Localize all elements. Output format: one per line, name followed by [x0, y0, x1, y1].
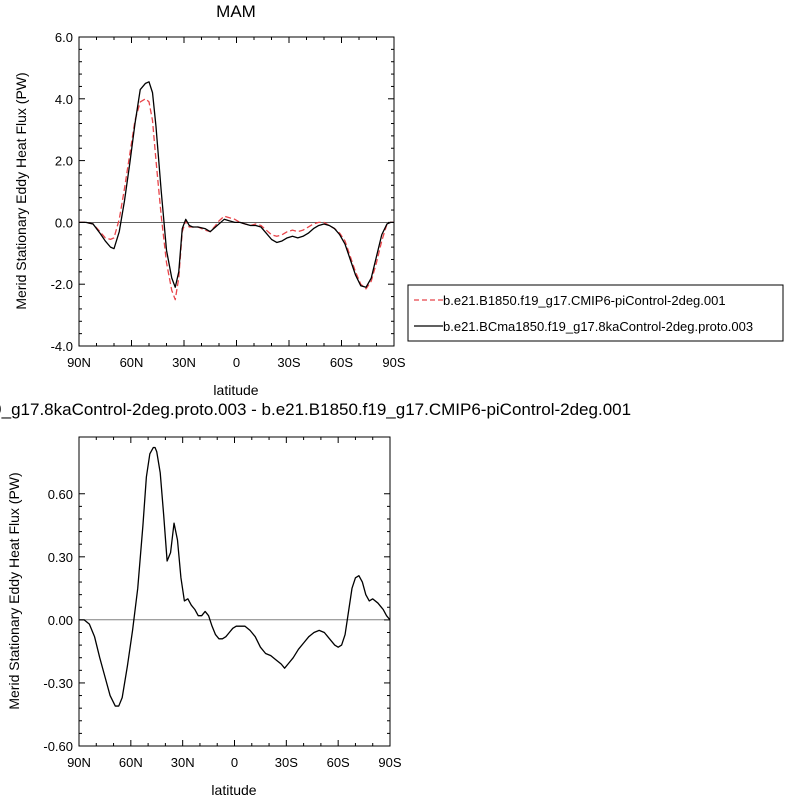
chart-panel-mam: MAM 6.0 4.0 2.0 0.0 -2.0 -4.0 90N 60N 30N 0 30S 60… [13, 2, 406, 398]
y-axis-label: Merid Stationary Eddy Heat Flux (PW) [13, 72, 29, 309]
y-tick-label: 0.60 [48, 487, 73, 502]
series-line-1 [79, 81, 394, 288]
y-tick-label: 0.0 [55, 215, 73, 230]
y-axis-label: Merid Stationary Eddy Heat Flux (PW) [6, 472, 22, 709]
y-tick-label: 2.0 [55, 154, 73, 169]
series-line-0 [79, 446, 391, 707]
x-tick-label: 90S [382, 355, 405, 370]
x-tick-label: 30N [172, 355, 196, 370]
y-tick-label: -2.0 [51, 277, 73, 292]
x-tick-label: 90S [378, 755, 401, 770]
chart-title: b.e21.BCma1850.f19_g17.8kaControl-2deg.p… [0, 400, 631, 419]
chart-title: MAM [216, 2, 256, 21]
legend: b.e21.B1850.f19_g17.CMIP6-piControl-2deg… [407, 284, 784, 342]
y-tick-label: 0.30 [48, 550, 73, 565]
x-tick-label: 0 [231, 755, 238, 770]
x-tick-label: 60S [327, 755, 350, 770]
y-tick-label: -0.30 [43, 676, 73, 691]
x-tick-label: 30S [277, 355, 300, 370]
x-axis-label: latitude [213, 382, 258, 398]
x-tick-label: 90N [67, 355, 91, 370]
y-axis-ticks: 0.60 0.30 0.00 -0.30 -0.60 [43, 487, 390, 754]
y-tick-label: -0.60 [43, 739, 73, 754]
x-tick-label: 30N [171, 755, 195, 770]
legend-label-0: b.e21.B1850.f19_g17.CMIP6-piControl-2deg… [443, 293, 726, 308]
series-lines [79, 81, 394, 301]
legend-label-1: b.e21.BCma1850.f19_g17.8kaControl-2deg.p… [443, 319, 753, 334]
y-tick-label: 0.00 [48, 613, 73, 628]
x-tick-label: 0 [233, 355, 240, 370]
legend-frame [407, 284, 784, 342]
x-tick-label: 90N [67, 755, 91, 770]
y-tick-label: 6.0 [55, 30, 73, 45]
y-axis-ticks: 6.0 4.0 2.0 0.0 -2.0 -4.0 [51, 30, 394, 354]
x-tick-label: 60N [120, 355, 144, 370]
chart-panel-difference: b.e21.BCma1850.f19_g17.8kaControl-2deg.p… [0, 400, 631, 798]
plot-frame [78, 436, 391, 747]
x-axis-label: latitude [211, 782, 256, 798]
series-lines [79, 446, 391, 707]
y-tick-label: 4.0 [55, 92, 73, 107]
x-tick-label: 60S [330, 355, 353, 370]
y-tick-label: -4.0 [51, 339, 73, 354]
x-tick-label: 60N [119, 755, 143, 770]
x-axis-ticks: 90N 60N 30N 0 30S 60S 90S [67, 37, 406, 370]
series-line-0 [79, 98, 394, 301]
x-axis-ticks: 90N 60N 30N 0 30S 60S 90S [67, 437, 402, 770]
x-tick-label: 30S [275, 755, 298, 770]
